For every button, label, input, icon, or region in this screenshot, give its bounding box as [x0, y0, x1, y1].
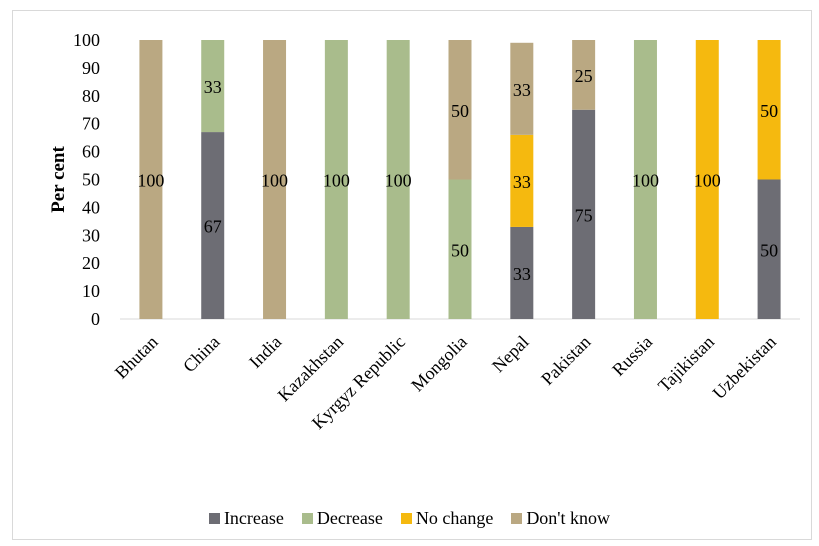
data-label: 100 [694, 171, 721, 191]
bar-segment [757, 179, 781, 319]
bar-segment [572, 109, 596, 319]
legend-item: No change [400, 508, 494, 529]
y-tick-label: 40 [82, 197, 100, 217]
bars [139, 40, 781, 319]
bar-segment [139, 40, 163, 319]
bar-segment [510, 134, 534, 227]
data-label: 100 [632, 171, 659, 191]
bar-segment [572, 40, 596, 110]
bar-segment [633, 40, 657, 319]
y-tick-label: 10 [82, 281, 100, 301]
x-tick-label: Pakistan [537, 332, 594, 389]
data-label: 33 [513, 264, 531, 284]
bar-segment [510, 42, 534, 135]
data-label: 33 [513, 172, 531, 192]
data-label: 100 [137, 171, 164, 191]
bar-segment [201, 40, 225, 133]
legend-swatch [301, 513, 313, 524]
bar-segment [448, 40, 472, 180]
y-tick-label: 30 [82, 225, 100, 245]
y-tick-label: 80 [82, 86, 100, 106]
x-tick-label: Uzbekistan [709, 332, 780, 403]
y-tick-label: 100 [73, 30, 100, 50]
x-tick-label: China [179, 332, 224, 377]
y-tick-label: 50 [82, 170, 100, 190]
y-tick-label: 70 [82, 114, 100, 134]
data-label: 100 [323, 171, 350, 191]
data-label: 67 [204, 217, 222, 237]
data-label: 75 [575, 205, 593, 225]
legend-item: Decrease [301, 508, 383, 529]
bar-segment [324, 40, 348, 319]
x-tick-label: Bhutan [111, 332, 162, 383]
data-label: 50 [451, 101, 469, 121]
legend-swatch [400, 513, 412, 524]
data-label: 50 [760, 101, 778, 121]
legend-label: Don't know [526, 508, 611, 528]
bar-segment [510, 226, 534, 319]
x-tick-label: India [245, 332, 285, 372]
bar-segment [695, 40, 719, 319]
data-label: 100 [385, 171, 412, 191]
x-tick-label: Nepal [488, 332, 533, 377]
data-label: 100 [261, 171, 288, 191]
legend: Increase Decrease No change Don't know [0, 508, 819, 529]
legend-item: Don't know [511, 508, 610, 529]
bar-segment [201, 132, 225, 319]
x-tick-label: Russia [608, 332, 656, 380]
legend-item: Increase [208, 508, 284, 529]
data-label: 33 [204, 77, 222, 97]
y-axis-title: Per cent [48, 146, 69, 213]
x-tick-label: Mongolia [407, 332, 471, 396]
data-label: 33 [513, 80, 531, 100]
legend-label: Increase [223, 508, 284, 528]
data-label: 25 [575, 66, 593, 86]
y-tick-label: 60 [82, 142, 100, 162]
bar-segment [448, 179, 472, 319]
legend-label: No change [415, 508, 494, 528]
legend-swatch [208, 513, 220, 524]
bar-segment [757, 40, 781, 180]
y-tick-label: 20 [82, 253, 100, 273]
legend-label: Decrease [316, 508, 383, 528]
bar-segment [263, 40, 287, 319]
data-label: 50 [760, 240, 778, 260]
data-labels: 100 67 33 100 100 100 50 50 33 33 33 75 25 100 100 50 50 [137, 66, 778, 284]
y-tick-label: 0 [91, 309, 100, 329]
y-tick-label: 90 [82, 58, 100, 78]
y-axis: 0 10 20 30 40 50 60 70 80 90 100 [73, 30, 100, 329]
data-label: 50 [451, 240, 469, 260]
x-tick-label: Tajikistan [654, 332, 718, 396]
legend-swatch [511, 513, 523, 524]
bar-segment [386, 40, 410, 319]
